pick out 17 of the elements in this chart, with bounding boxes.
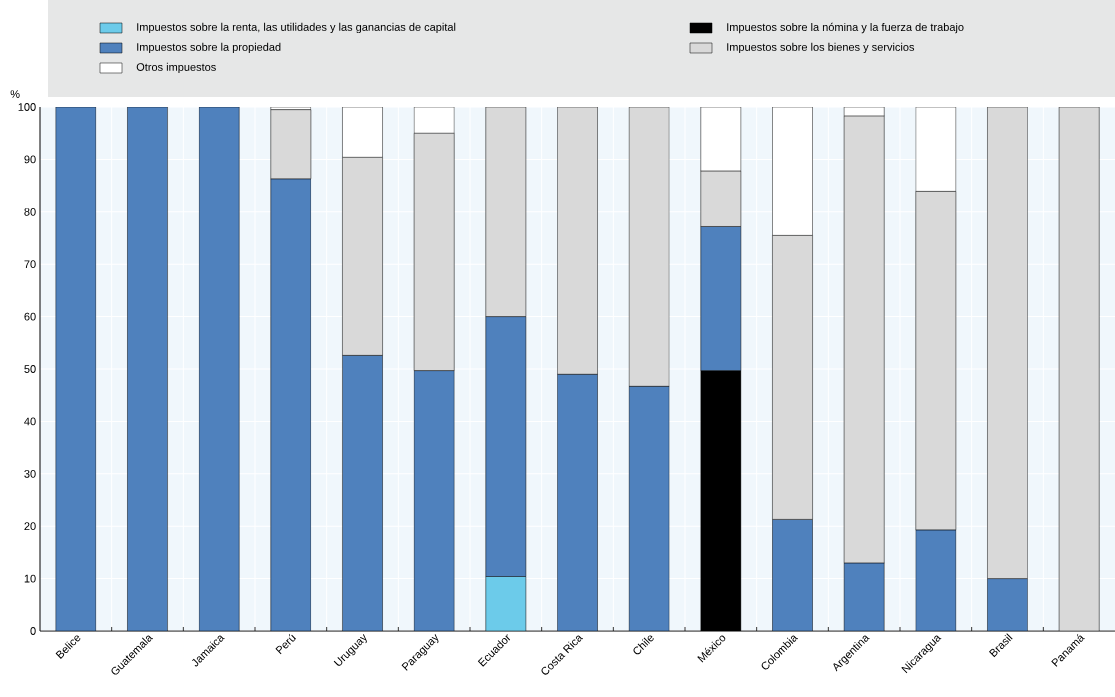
y-axis-title: % — [10, 90, 20, 98]
y-tick-label: 0 — [30, 627, 36, 635]
y-tick-label: 50 — [24, 365, 36, 373]
y-tick-label: 10 — [24, 574, 36, 583]
y-tick-label: 70 — [24, 260, 36, 269]
legend-label: Impuestos sobre los bienes y servicios — [727, 42, 915, 54]
legend-label: Impuestos sobre la nómina y la fuerza de trabajo — [727, 22, 964, 34]
y-tick-label: 30 — [24, 469, 36, 478]
legend-label: Impuestos sobre la propiedad — [137, 42, 281, 54]
y-tick-label: 80 — [24, 207, 36, 216]
legend-label: Otros impuestos — [136, 62, 216, 74]
y-tick-label: 20 — [24, 522, 36, 531]
y-tick-label: 90 — [24, 155, 36, 164]
legend-label: Impuestos sobre la renta, las utilidades y las ganancias de capital — [137, 22, 456, 34]
y-tick-label: 60 — [24, 312, 36, 321]
y-tick-label: 100 — [18, 103, 36, 111]
y-tick-label: 40 — [24, 417, 36, 426]
